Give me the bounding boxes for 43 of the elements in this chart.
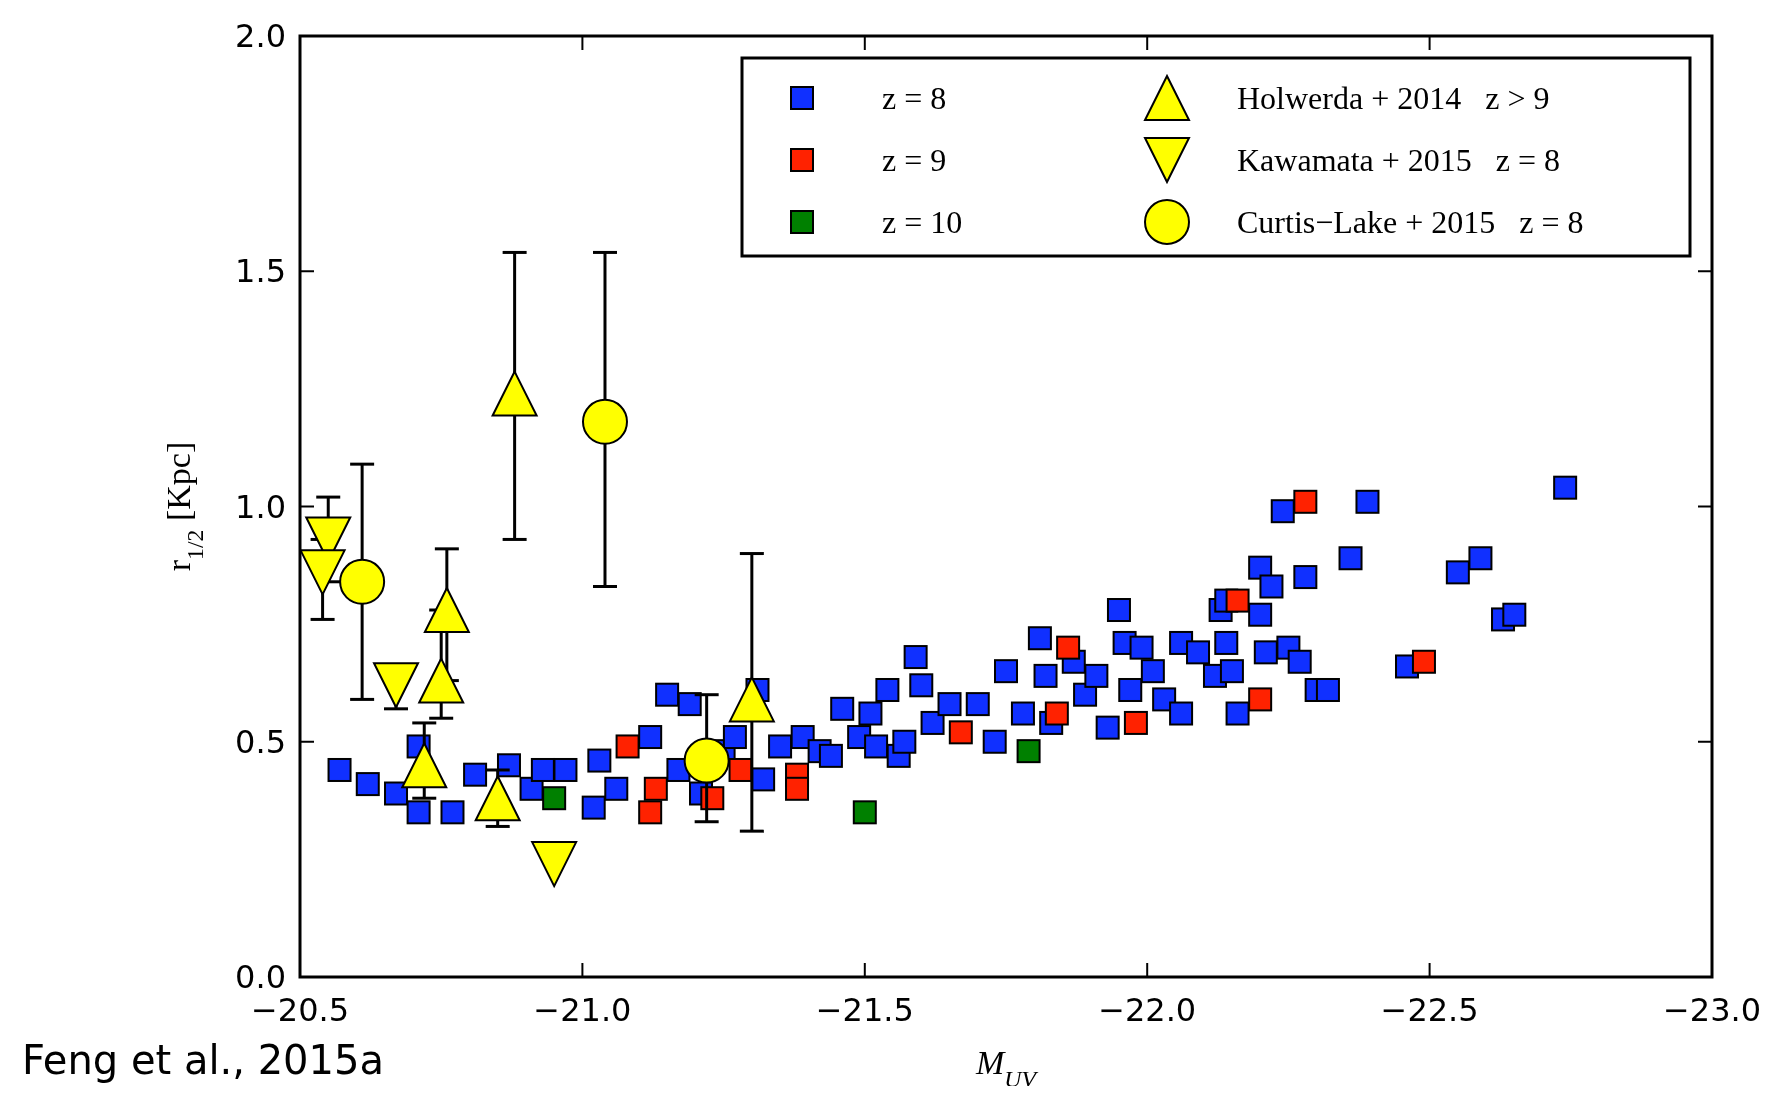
legend-label: z = 10 <box>882 204 963 240</box>
point <box>948 720 973 745</box>
legend-label: Curtis−Lake + 2015 z = 8 <box>1237 204 1584 240</box>
point <box>785 776 810 801</box>
point <box>1016 739 1041 764</box>
point <box>852 800 877 825</box>
point <box>531 841 578 888</box>
point <box>373 662 420 709</box>
point <box>1293 489 1318 514</box>
x-tick-label: −22.0 <box>1098 991 1197 1029</box>
point <box>1411 649 1436 674</box>
y-tick-label: 1.5 <box>235 252 286 291</box>
legend-label: z = 8 <box>882 80 947 116</box>
legend-label: z = 9 <box>882 142 947 178</box>
point <box>474 775 521 822</box>
point <box>418 657 465 704</box>
point <box>1225 588 1250 613</box>
point <box>1056 635 1081 660</box>
point <box>581 398 628 445</box>
y-tick-label: 0.5 <box>235 722 286 761</box>
point <box>728 676 775 723</box>
point <box>401 742 448 789</box>
point <box>1123 710 1148 735</box>
x-tick-label: −23.0 <box>1662 991 1762 1029</box>
point <box>423 587 470 634</box>
legend-label: Holwerda + 2014 z > 9 <box>1237 80 1550 116</box>
point <box>491 370 538 417</box>
point <box>542 786 567 811</box>
point <box>1248 687 1273 712</box>
point <box>299 549 346 596</box>
y-tick-label: 2.0 <box>235 17 286 55</box>
x-tick-label: −21.0 <box>533 991 632 1029</box>
point <box>615 734 640 759</box>
x-tick-label: −22.5 <box>1380 991 1479 1029</box>
point <box>643 776 668 801</box>
y-tick-label: 1.0 <box>235 487 286 526</box>
point <box>683 737 730 784</box>
point <box>339 558 386 605</box>
point <box>638 800 663 825</box>
x-tick-label: −21.5 <box>815 991 914 1029</box>
point <box>1044 701 1069 726</box>
legend-label: Kawamata + 2015 z = 8 <box>1237 142 1561 178</box>
text: Feng et al., 2015a <box>22 1037 384 1083</box>
